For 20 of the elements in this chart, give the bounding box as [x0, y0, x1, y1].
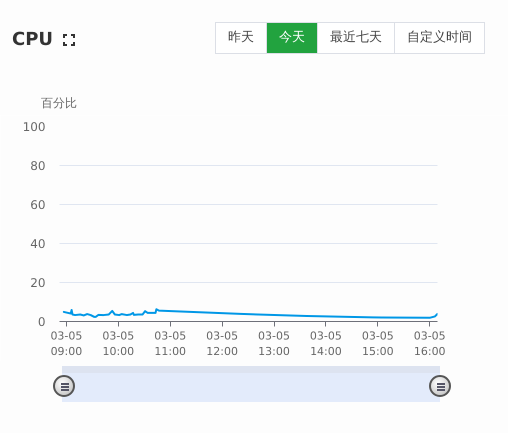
x-tick-label: 03-05 14:00	[310, 330, 342, 358]
text: 最近七天	[318, 22, 395, 54]
x-tick-label: 03-05 10:00	[102, 330, 134, 358]
text: 自定义时间	[395, 22, 485, 54]
y-tick-label: 100	[22, 120, 46, 134]
y-tick-label: 60	[30, 198, 46, 212]
y-tick-label: 20	[30, 276, 46, 290]
x-tick-label: 03-05 13:00	[258, 330, 290, 358]
y-tick-label: 40	[30, 237, 46, 251]
y-tick-label: 0	[38, 315, 46, 329]
chart-title: CPU	[12, 28, 54, 52]
y-axis-title: 百分比	[41, 95, 77, 112]
y-tick-label: 80	[30, 159, 46, 173]
text: 今天	[267, 22, 318, 54]
x-tick-label: 03-05 16:00	[414, 330, 446, 358]
x-tick-label: 03-05 11:00	[154, 330, 186, 358]
x-tick-label: 03-05 15:00	[362, 330, 394, 358]
x-tick-label: 03-05 09:00	[50, 330, 82, 358]
x-tick-label: 03-05 12:00	[206, 330, 238, 358]
text: 昨天	[215, 22, 267, 54]
